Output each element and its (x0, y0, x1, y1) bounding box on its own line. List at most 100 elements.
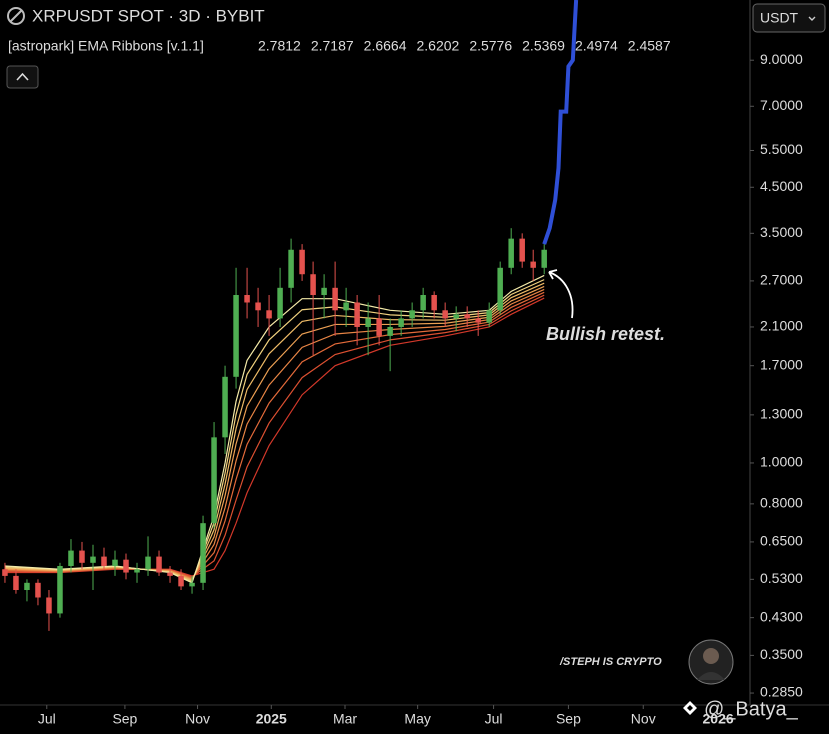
y-tick-label: 2.1000 (760, 318, 803, 334)
x-tick-label: 2025 (256, 711, 287, 727)
candle-body (68, 550, 74, 566)
candle-body (343, 302, 349, 311)
candle-body (519, 238, 525, 262)
candle-body (35, 582, 41, 598)
candle-body (145, 556, 151, 570)
candle-body (255, 302, 261, 311)
candle-body (497, 267, 503, 311)
y-tick-label: 0.6500 (760, 533, 803, 549)
y-tick-label: 2.7000 (760, 272, 803, 288)
candle-body (222, 376, 228, 438)
candle-body (508, 238, 514, 268)
currency-label: USDT (760, 10, 799, 26)
candle-body (442, 310, 448, 319)
handle: @_Batya_ (704, 698, 799, 720)
y-tick-label: 0.3500 (760, 646, 803, 662)
candle-body (167, 572, 173, 576)
candle-body (134, 569, 140, 573)
candle-body (398, 318, 404, 327)
candle-body (266, 310, 272, 319)
candle-body (332, 287, 338, 311)
candle-body (541, 249, 547, 268)
candle-body (288, 249, 294, 288)
legend-value: 2.6664 (364, 38, 407, 54)
symbol-logo (7, 7, 25, 25)
y-tick-label: 0.8000 (760, 495, 803, 511)
candle-body (475, 318, 481, 323)
annotation: Bullish retest. (546, 324, 665, 344)
candle-body (200, 523, 206, 583)
candle-body (409, 310, 415, 319)
candle-body (310, 274, 316, 296)
overlay: XRPUSDT SPOT · 3D · BYBIT [astropark] EM… (6, 3, 826, 727)
candle-body (189, 582, 195, 587)
candle-body (387, 326, 393, 336)
candle-body (2, 569, 8, 576)
candle-body (57, 565, 63, 614)
candle-body (321, 287, 327, 296)
candle-body (277, 287, 283, 319)
y-tick-label: 1.3000 (760, 406, 803, 422)
avatar-body (697, 672, 725, 680)
candle-body (464, 314, 470, 319)
candle-body (431, 295, 437, 311)
candle-body (211, 437, 217, 524)
candle-body (101, 556, 107, 566)
candle-body (354, 302, 360, 327)
candle-body (453, 314, 459, 319)
legend-value: 2.5776 (469, 38, 512, 54)
y-tick-label: 1.0000 (760, 454, 803, 470)
x-tick-label: Jul (38, 711, 56, 727)
x-tick-label: Nov (631, 711, 656, 727)
currency-button[interactable] (752, 3, 826, 33)
legend-value: 2.5369 (522, 38, 565, 54)
candle-body (24, 582, 30, 591)
legend-value: 2.6202 (416, 38, 459, 54)
collapse-button[interactable] (6, 65, 39, 89)
projection-line (542, 0, 579, 245)
candle-body (13, 575, 19, 591)
y-tick-label: 4.5000 (760, 178, 803, 194)
chart-title: XRPUSDT SPOT · 3D · BYBIT (32, 6, 265, 25)
candle-body (79, 550, 85, 563)
x-tick-label: Sep (112, 711, 137, 727)
y-tick-label: 0.5300 (760, 570, 803, 586)
y-tick-label: 0.4300 (760, 608, 803, 624)
candle-body (486, 310, 492, 323)
legend-value: 2.4974 (575, 38, 618, 54)
y-tick-label: 5.5000 (760, 141, 803, 157)
y-tick-label: 7.0000 (760, 97, 803, 113)
candle-body (420, 295, 426, 311)
x-tick-label: Jul (485, 711, 503, 727)
plot-area (2, 0, 579, 631)
y-tick-label: 0.2850 (760, 684, 803, 700)
collapse-icon (16, 72, 29, 81)
y-tick-label: 3.5000 (760, 224, 803, 240)
x-tick-label: Sep (556, 711, 581, 727)
candle-body (178, 575, 184, 587)
handle-icon (683, 701, 697, 715)
x-tick-label: Nov (185, 711, 210, 727)
legend-value: 2.7187 (311, 38, 354, 54)
candle-body (365, 318, 371, 327)
candle-body (530, 261, 536, 268)
candle-body (123, 559, 129, 573)
x-tick-label: May (404, 711, 430, 727)
candle-body (244, 295, 250, 303)
candle-body (156, 556, 162, 573)
legend-value: 2.4587 (628, 38, 671, 54)
x-tick-label: 2026 (703, 711, 734, 727)
candle-body (233, 295, 239, 377)
watermark: /STEPH IS CRYPTO (559, 656, 662, 668)
candle-body (376, 318, 382, 336)
legend-value: 2.7812 (258, 38, 301, 54)
candle-body (112, 559, 118, 566)
currency-chevron (808, 16, 816, 21)
x-tick-label: Mar (333, 711, 357, 727)
indicator-name: [astropark] EMA Ribbons [v.1.1] (8, 38, 204, 54)
ema-ribbon (4, 274, 545, 584)
y-tick-label: 1.7000 (760, 356, 803, 372)
